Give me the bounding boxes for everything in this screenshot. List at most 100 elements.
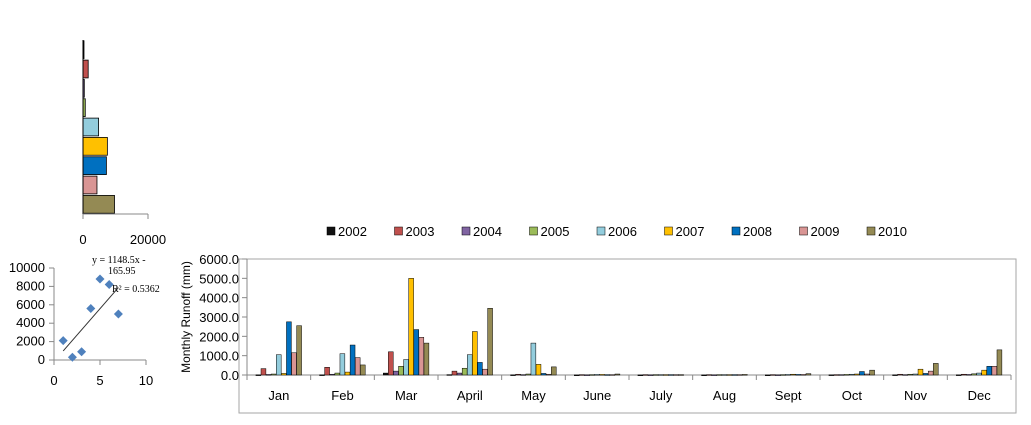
bar-2005-Jan bbox=[270, 373, 277, 376]
legend-label-2008: 2008 bbox=[743, 224, 772, 239]
monthly-runoff-chart: 2002 2003 2004 2005 2006 2007 2008 2009 2010 Mon… bbox=[179, 224, 1017, 414]
scatter-point bbox=[67, 352, 77, 362]
trendline-r-squared: R² = 0.5362 bbox=[112, 284, 160, 295]
bar-2003-April bbox=[451, 370, 458, 376]
bar-2006-Mar bbox=[403, 359, 409, 376]
x-tick-label: Feb bbox=[331, 388, 353, 403]
bar-2006-Dec bbox=[976, 372, 982, 376]
legend-swatch-2007 bbox=[664, 226, 673, 236]
bar-2004-July bbox=[647, 374, 654, 376]
bar-2004-Feb bbox=[329, 373, 335, 376]
scatter-point bbox=[95, 274, 105, 284]
bar-2003-Sept bbox=[770, 374, 776, 376]
bar-2010-Dec bbox=[996, 349, 1003, 376]
bar-2009-Oct bbox=[864, 373, 870, 376]
bar-2005-Mar bbox=[398, 366, 404, 376]
bar-2009-Feb bbox=[354, 357, 361, 376]
scatter-x-tick-label: 5 bbox=[96, 373, 103, 388]
trendline-equation-line-2: 165.95 bbox=[108, 266, 136, 277]
bar-2010-Nov bbox=[933, 363, 939, 376]
bar-2004-Mar bbox=[393, 370, 399, 376]
bar-2008-June bbox=[604, 374, 610, 376]
scatter-point bbox=[86, 303, 96, 313]
x-tick-label: Nov bbox=[904, 388, 928, 403]
bar-2007-July bbox=[663, 374, 669, 376]
bar-2009-July bbox=[673, 374, 679, 376]
bar-2009-April bbox=[482, 368, 488, 376]
bar-2002-Dec bbox=[956, 374, 962, 376]
x-tick-label: May bbox=[521, 388, 546, 403]
bar-2007-May bbox=[535, 364, 542, 376]
bar-2007-Sept bbox=[790, 373, 796, 376]
y-tick-label: 2000.0 bbox=[199, 329, 239, 344]
hbar-2006 bbox=[82, 117, 100, 137]
bar-2002-Oct bbox=[828, 374, 835, 376]
x-tick-label: Dec bbox=[968, 388, 992, 403]
bar-2002-Aug bbox=[701, 374, 707, 376]
y-tick-label: 1000.0 bbox=[199, 349, 239, 364]
bar-2007-Jan bbox=[281, 373, 287, 376]
bar-2010-June bbox=[614, 373, 621, 376]
bar-2010-Oct bbox=[869, 369, 875, 376]
legend-swatch-2005 bbox=[529, 226, 538, 236]
bar-2006-Nov bbox=[912, 373, 919, 376]
bar-2005-July bbox=[652, 374, 659, 376]
bar-2006-May bbox=[530, 342, 537, 376]
bar-2008-Feb bbox=[349, 344, 356, 376]
scatter-y-tick-label: 6000 bbox=[16, 297, 45, 312]
bar-2008-Aug bbox=[731, 374, 738, 376]
legend-label-2007: 2007 bbox=[676, 224, 705, 239]
bar-2005-Aug bbox=[716, 374, 722, 376]
bar-2007-Oct bbox=[854, 373, 860, 376]
bar-2004-Sept bbox=[775, 374, 781, 376]
bar-2003-May bbox=[515, 373, 521, 376]
bar-2003-Feb bbox=[324, 367, 330, 376]
bar-2009-Dec bbox=[991, 366, 998, 376]
bar-2002-Feb bbox=[319, 374, 325, 376]
legend-swatch-2003 bbox=[394, 226, 403, 236]
bar-2005-Dec bbox=[971, 373, 977, 376]
bar-2007-Feb bbox=[344, 371, 351, 376]
bar-2009-Nov bbox=[927, 370, 934, 376]
chart-frame bbox=[238, 258, 1017, 414]
bar-2003-June bbox=[579, 374, 585, 376]
bar-2010-April bbox=[487, 308, 493, 376]
bar-2006-July bbox=[658, 374, 664, 376]
bar-2007-Aug bbox=[726, 374, 733, 376]
bar-2002-June bbox=[574, 374, 580, 376]
bar-2006-June bbox=[594, 374, 600, 376]
y-tick-label: 3000.0 bbox=[199, 310, 239, 325]
x-tick-label: Aug bbox=[713, 388, 736, 403]
y-axis-ticks: 0.0 1000.0 2000.0 3000.0 4000.0 5000.0 6000.0 bbox=[199, 252, 247, 383]
x-tick-label: Oct bbox=[842, 388, 863, 403]
legend-swatch-2002 bbox=[326, 226, 336, 236]
scatter-point bbox=[104, 280, 114, 290]
bar-2003-Aug bbox=[706, 374, 712, 376]
bar-2009-June bbox=[609, 374, 616, 376]
hbar-2010 bbox=[82, 195, 115, 214]
bar-2006-Sept bbox=[785, 374, 791, 376]
legend-label-2005: 2005 bbox=[541, 224, 570, 239]
hbar-x-tick-label: 0 bbox=[79, 232, 86, 247]
bar-2003-Dec bbox=[961, 373, 967, 376]
bar-2004-Aug bbox=[711, 374, 717, 376]
bar-2010-Aug bbox=[742, 374, 748, 376]
bar-2002-Mar bbox=[383, 372, 389, 376]
bar-2003-Oct bbox=[833, 374, 840, 376]
legend-swatch-2010 bbox=[866, 226, 876, 236]
legend: 2002 2003 2004 2005 2006 2007 2008 2009 2010 bbox=[326, 224, 907, 239]
bar-2008-Sept bbox=[795, 374, 801, 376]
bar-2008-Dec bbox=[986, 366, 992, 376]
bar-2010-Mar bbox=[423, 342, 430, 376]
x-tick-label: Jan bbox=[268, 388, 289, 403]
bar-2009-Sept bbox=[800, 374, 807, 376]
scatter-y-tick-label: 8000 bbox=[16, 278, 45, 293]
x-tick-label: June bbox=[583, 388, 611, 403]
bar-2004-Nov bbox=[902, 374, 908, 376]
bar-2002-May bbox=[510, 374, 516, 376]
bar-2005-June bbox=[589, 374, 595, 376]
bars bbox=[255, 278, 1003, 376]
bar-2002-April bbox=[446, 374, 453, 376]
scatter-point bbox=[113, 309, 123, 319]
scatter-trendline bbox=[62, 287, 119, 352]
